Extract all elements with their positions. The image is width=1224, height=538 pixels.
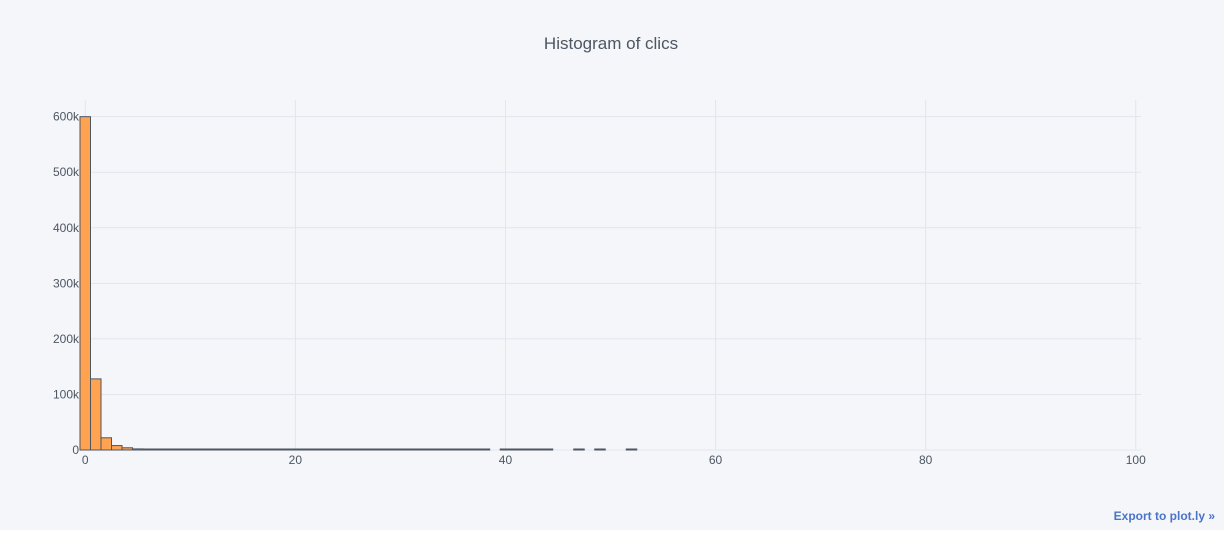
y-tick-label: 0 <box>72 443 79 457</box>
histogram-bar-2[interactable] <box>100 437 113 451</box>
histogram-bar-37[interactable] <box>468 448 480 451</box>
histogram-bar-22[interactable] <box>310 448 323 451</box>
histogram-bar-21[interactable] <box>300 448 312 451</box>
histogram-bar-5[interactable] <box>132 448 144 451</box>
histogram-bar-6[interactable] <box>142 448 155 451</box>
x-tick-label: 40 <box>499 453 513 467</box>
histogram-bar-42[interactable] <box>520 448 533 451</box>
histogram-bar-14[interactable] <box>226 448 239 451</box>
histogram-bar-33[interactable] <box>426 448 438 451</box>
x-tick-label: 80 <box>919 453 933 467</box>
y-tick-label: 500k <box>53 165 80 179</box>
grid-lines <box>80 100 1141 451</box>
histogram-bar-19[interactable] <box>279 448 291 451</box>
x-tick-label: 60 <box>709 453 723 467</box>
y-tick-label: 600k <box>53 110 80 124</box>
histogram-bar-30[interactable] <box>394 448 407 451</box>
histogram-bar-27[interactable] <box>363 448 375 451</box>
y-tick-label: 300k <box>53 276 80 290</box>
x-tick-label: 100 <box>1126 453 1146 467</box>
histogram-bar-31[interactable] <box>405 448 417 451</box>
histogram-bar-29[interactable] <box>384 448 396 451</box>
histogram-bar-38[interactable] <box>478 448 491 451</box>
histogram-bar-12[interactable] <box>205 448 218 451</box>
histogram-bar-4[interactable] <box>121 447 134 451</box>
y-tick-label: 200k <box>53 332 80 346</box>
histogram-bar-25[interactable] <box>342 448 354 451</box>
chart-title: Histogram of clics <box>544 34 678 53</box>
histogram-bar-41[interactable] <box>510 448 522 451</box>
x-tick-label: 0 <box>82 453 89 467</box>
y-axis-ticks: 0 100k 200k 300k 400k 500k 600k <box>53 110 80 457</box>
y-tick-label: 400k <box>53 221 80 235</box>
y-tick-label: 100k <box>53 387 80 401</box>
histogram-bar-43[interactable] <box>531 448 543 451</box>
histogram-bar-7[interactable] <box>153 448 165 451</box>
x-axis-ticks: 0 20 40 60 80 100 <box>82 453 1146 467</box>
histogram-bar-52[interactable] <box>625 448 638 451</box>
histogram-bar-35[interactable] <box>447 448 459 451</box>
histogram-bar-26[interactable] <box>352 448 365 451</box>
histogram-bar-44[interactable] <box>541 448 554 451</box>
histogram-bar-0[interactable] <box>79 116 92 451</box>
histogram-bar-32[interactable] <box>415 448 428 451</box>
histogram-bar-9[interactable] <box>174 448 186 451</box>
histogram-bar-8[interactable] <box>163 448 176 451</box>
histogram-bar-23[interactable] <box>321 448 333 451</box>
histogram-bar-17[interactable] <box>258 448 270 451</box>
histogram-bar-16[interactable] <box>247 448 260 451</box>
histogram-bar-10[interactable] <box>184 448 197 451</box>
histogram-bar-18[interactable] <box>268 448 281 451</box>
histogram-bars <box>79 116 638 451</box>
histogram-bar-15[interactable] <box>237 448 249 451</box>
histogram-bar-24[interactable] <box>331 448 344 451</box>
histogram-bar-49[interactable] <box>594 448 606 451</box>
x-tick-label: 20 <box>289 453 303 467</box>
histogram-bar-34[interactable] <box>436 448 449 451</box>
histogram-bar-3[interactable] <box>111 445 123 451</box>
histogram-bar-28[interactable] <box>373 448 386 451</box>
histogram-bar-1[interactable] <box>90 378 102 451</box>
export-to-plotly-link[interactable]: Export to plot.ly » <box>1113 509 1215 523</box>
histogram-bar-47[interactable] <box>573 448 585 451</box>
histogram-bar-11[interactable] <box>195 448 207 451</box>
histogram-bar-20[interactable] <box>289 448 302 451</box>
histogram-bar-40[interactable] <box>499 448 512 451</box>
histogram-bar-13[interactable] <box>216 448 228 451</box>
histogram-bar-36[interactable] <box>457 448 470 451</box>
